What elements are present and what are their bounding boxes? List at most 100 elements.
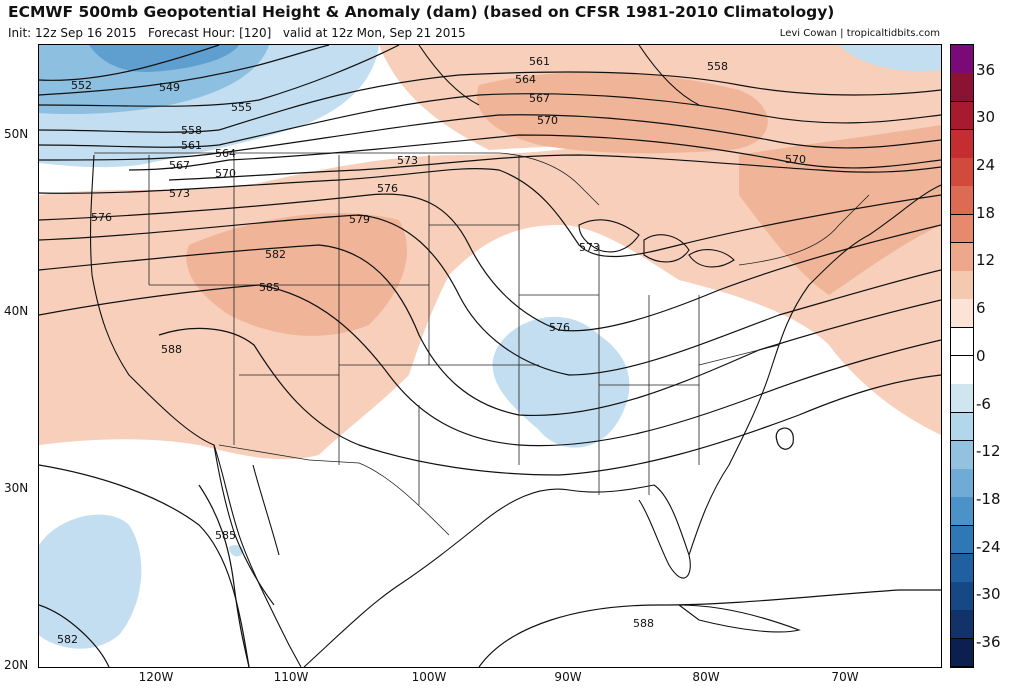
- strong-positive-anomaly: [477, 72, 768, 154]
- colorbar-swatch: [951, 271, 973, 300]
- contour-closed-high-east: [775, 427, 794, 450]
- colorbar-tick-label: 18: [976, 204, 996, 222]
- colorbar-swatch: [951, 186, 973, 216]
- contour-label: 576: [377, 182, 398, 195]
- contour-label: 576: [549, 321, 570, 334]
- negative-anomaly-central: [492, 316, 630, 448]
- colorbar-tick-label: -36: [976, 633, 1001, 651]
- lon-label-70w: 70W: [831, 670, 859, 684]
- contour-585-pacific: [39, 604, 110, 667]
- contour-label: 588: [633, 617, 654, 630]
- positive-anomaly-region: [39, 85, 941, 460]
- lon-label-100w: 100W: [411, 670, 447, 684]
- contour-label: 567: [529, 92, 550, 105]
- east-coast: [688, 184, 941, 556]
- colorbar-swatch: [951, 129, 973, 159]
- colorbar-swatch: [951, 553, 973, 583]
- coastlines: [89, 45, 941, 667]
- contour-label: 558: [181, 124, 202, 137]
- contour-label: 576: [91, 211, 112, 224]
- colorbar-swatch: [951, 469, 973, 498]
- contour-552: [39, 45, 220, 81]
- small-negative-anomaly-baja: [229, 545, 244, 557]
- contour-588-south: [39, 464, 250, 667]
- run-info: Init: 12z Sep 16 2015 Forecast Hour: [12…: [8, 26, 466, 40]
- colorbar-swatch: [951, 384, 973, 414]
- lat-label-30n: 30N: [4, 481, 29, 495]
- contour-label: 561: [181, 139, 202, 152]
- contour-561: [39, 93, 941, 148]
- contour-labels: 552 549 555 558 561 564 567 570 573 576 …: [57, 55, 806, 646]
- contour-label: 549: [159, 81, 180, 94]
- contour-585-south: [198, 484, 250, 667]
- contour-579: [39, 214, 941, 376]
- colorbar-swatch: [951, 158, 973, 187]
- strong-negative-anomaly-nw: [39, 45, 269, 115]
- baja-peninsula: [213, 444, 280, 606]
- contour-564: [39, 114, 941, 161]
- contour-label: 561: [529, 55, 550, 68]
- colorbar-tick-label: -30: [976, 585, 1001, 603]
- contour-582: [39, 244, 941, 417]
- great-lakes: [578, 219, 735, 268]
- map-panel: 552 549 555 558 561 564 567 570 573 576 …: [38, 44, 942, 668]
- contour-588: [158, 327, 941, 476]
- negative-anomaly-northeast: [839, 45, 941, 72]
- contour-label: 573: [397, 154, 418, 167]
- lon-label-90w: 90W: [554, 670, 582, 684]
- colorbar-swatch: [951, 525, 973, 555]
- contour-label: 582: [57, 633, 78, 646]
- lon-label-120w: 120W: [138, 670, 174, 684]
- contour-label: 588: [161, 343, 182, 356]
- negative-anomaly-pacific: [39, 514, 142, 649]
- contour-label: 570: [785, 153, 806, 166]
- gulf-coast: [303, 484, 691, 667]
- contour-576: [39, 193, 941, 332]
- colorbar-tick-label: 24: [976, 156, 996, 174]
- colorbar-swatch: [951, 412, 973, 442]
- colorbar-tick-label: -6: [976, 395, 991, 413]
- contour-573: [39, 168, 941, 258]
- init-text: Init: 12z Sep 16 2015: [8, 26, 137, 40]
- political-borders: [94, 152, 870, 536]
- colorbar-swatch: [951, 45, 973, 74]
- map-canvas: 552 549 555 558 561 564 567 570 573 576 …: [39, 45, 941, 667]
- colorbar-swatch: [951, 356, 973, 385]
- contour-label: 564: [515, 73, 536, 86]
- cuba: [677, 604, 801, 633]
- colorbar-swatch: [951, 610, 973, 640]
- colorbar-tick-label: 36: [976, 61, 996, 79]
- contour-558: [39, 71, 941, 133]
- colorbar-tick-label: 6: [976, 299, 986, 317]
- colorbar-swatch: [951, 327, 973, 357]
- colorbar-swatch: [951, 638, 973, 668]
- contour-label: 573: [169, 187, 190, 200]
- colorbar-swatch: [951, 73, 973, 103]
- contour-585: [39, 284, 941, 447]
- colorbar-tick-label: 30: [976, 108, 996, 126]
- colorbar-tick-label: -18: [976, 490, 1001, 508]
- contour-570: [168, 154, 941, 181]
- hudson-bay-coast: [418, 45, 700, 106]
- lat-label-40n: 40N: [4, 304, 29, 318]
- colorbar-swatch: [951, 242, 973, 272]
- chart-title: ECMWF 500mb Geopotential Height & Anomal…: [8, 3, 835, 21]
- contour-label: 585: [259, 281, 280, 294]
- forecast-hour-text: Forecast Hour: [120]: [147, 26, 272, 40]
- darkest-negative-anomaly-nw: [89, 45, 239, 73]
- colorbar-swatch: [951, 214, 973, 244]
- contour-label: 573: [579, 241, 600, 254]
- strong-positive-anomaly-west: [186, 213, 408, 336]
- contour-555: [39, 45, 400, 107]
- valid-time-text: valid at 12z Mon, Sep 21 2015: [282, 26, 466, 40]
- height-contours: [39, 45, 941, 667]
- colorbar-swatch: [951, 440, 973, 470]
- lon-label-80w: 80W: [692, 670, 720, 684]
- contour-label: 570: [537, 114, 558, 127]
- contour-588-caribbean: [478, 589, 941, 667]
- contour-label: 585: [215, 529, 236, 542]
- colorbar-tick-label: 0: [976, 347, 986, 365]
- us-mexico-border: [218, 444, 450, 536]
- colorbar-swatch: [951, 582, 973, 611]
- canada-us-border: [94, 152, 600, 206]
